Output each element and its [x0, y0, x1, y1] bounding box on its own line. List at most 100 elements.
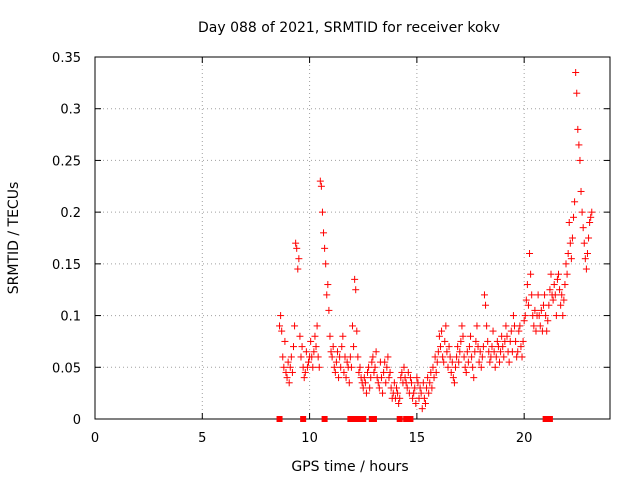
data-point	[356, 363, 364, 371]
data-point	[425, 389, 433, 397]
data-point	[295, 255, 303, 263]
grid-layer	[95, 57, 610, 419]
data-point	[395, 399, 403, 407]
data-point	[522, 296, 530, 304]
data-point	[318, 208, 326, 216]
data-point	[566, 239, 574, 247]
data-point	[301, 368, 309, 376]
data-point	[507, 327, 515, 335]
data-point	[453, 353, 461, 361]
data-point	[550, 281, 558, 289]
x-tick-label: 20	[516, 431, 533, 446]
data-point	[431, 353, 439, 361]
data-point	[332, 358, 340, 366]
data-point	[384, 353, 392, 361]
data-point	[349, 322, 356, 330]
data-point	[450, 379, 458, 387]
y-tick-label: 0.25	[52, 154, 81, 169]
y-tick-label: 0.05	[52, 361, 81, 376]
data-point	[289, 343, 297, 351]
data-point	[462, 368, 470, 376]
data-point	[478, 353, 486, 361]
data-point	[337, 363, 345, 371]
data-point	[574, 125, 582, 133]
data-point	[457, 337, 465, 345]
data-point	[562, 260, 570, 268]
data-point	[472, 337, 480, 345]
data-point	[579, 224, 587, 232]
data-point	[526, 250, 534, 258]
data-point	[475, 358, 483, 366]
data-point	[379, 389, 387, 397]
data-point	[567, 255, 575, 263]
data-point	[325, 306, 333, 314]
data-point	[454, 343, 462, 351]
data-point	[286, 363, 294, 371]
data-point	[583, 250, 591, 258]
data-point	[479, 343, 487, 351]
zero-marker	[546, 416, 553, 422]
data-point	[534, 291, 542, 299]
data-point	[409, 394, 417, 402]
data-point	[449, 374, 457, 382]
data-point	[285, 379, 293, 387]
zero-marker	[355, 416, 362, 422]
data-point	[279, 353, 287, 361]
data-point	[281, 337, 289, 345]
data-point	[561, 281, 569, 289]
data-point	[535, 312, 543, 320]
data-point	[489, 327, 497, 335]
y-tick-label: 0.15	[52, 258, 81, 273]
data-point	[278, 327, 286, 335]
zero-marker	[370, 416, 377, 422]
data-point	[408, 379, 416, 387]
data-point	[338, 343, 346, 351]
data-point	[490, 348, 498, 356]
data-point	[404, 368, 412, 376]
data-point	[375, 384, 383, 392]
zero-marker	[403, 416, 410, 422]
data-point	[441, 337, 449, 345]
data-point	[577, 187, 585, 195]
data-point	[502, 322, 510, 330]
data-point	[365, 363, 373, 371]
data-point	[556, 286, 564, 294]
data-point	[361, 379, 369, 387]
data-point	[497, 348, 505, 356]
data-point	[381, 358, 389, 366]
data-point	[588, 208, 596, 216]
data-point	[476, 348, 484, 356]
data-point	[443, 348, 451, 356]
data-point	[292, 239, 300, 247]
data-point	[380, 368, 388, 376]
data-point	[406, 374, 414, 382]
ticks-layer: 0 5 10 15 20 0 0.05 0.1 0.15 0.2 0.25 0.3 0.35	[52, 51, 610, 446]
data-point	[312, 343, 320, 351]
data-point	[486, 358, 494, 366]
zero-marker	[360, 416, 367, 422]
x-tick-label: 15	[409, 431, 426, 446]
data-point	[484, 337, 492, 345]
data-point	[420, 394, 428, 402]
data-point	[283, 374, 291, 382]
data-point	[364, 368, 372, 376]
data-point	[555, 270, 562, 278]
data-point	[390, 379, 398, 387]
data-point	[480, 291, 488, 299]
data-point	[549, 296, 557, 304]
x-tick-label: 10	[301, 431, 318, 446]
data-point	[298, 343, 306, 351]
data-point	[326, 332, 334, 340]
data-point	[360, 374, 368, 382]
y-tick-label: 0.2	[60, 206, 81, 221]
data-point	[396, 394, 404, 402]
data-point	[575, 141, 583, 149]
data-point	[518, 353, 526, 361]
data-point	[351, 275, 359, 283]
data-point	[359, 384, 367, 392]
data-point	[339, 332, 347, 340]
data-point	[442, 322, 450, 330]
data-point	[447, 368, 455, 376]
data-point	[377, 374, 385, 382]
data-point	[310, 348, 318, 356]
